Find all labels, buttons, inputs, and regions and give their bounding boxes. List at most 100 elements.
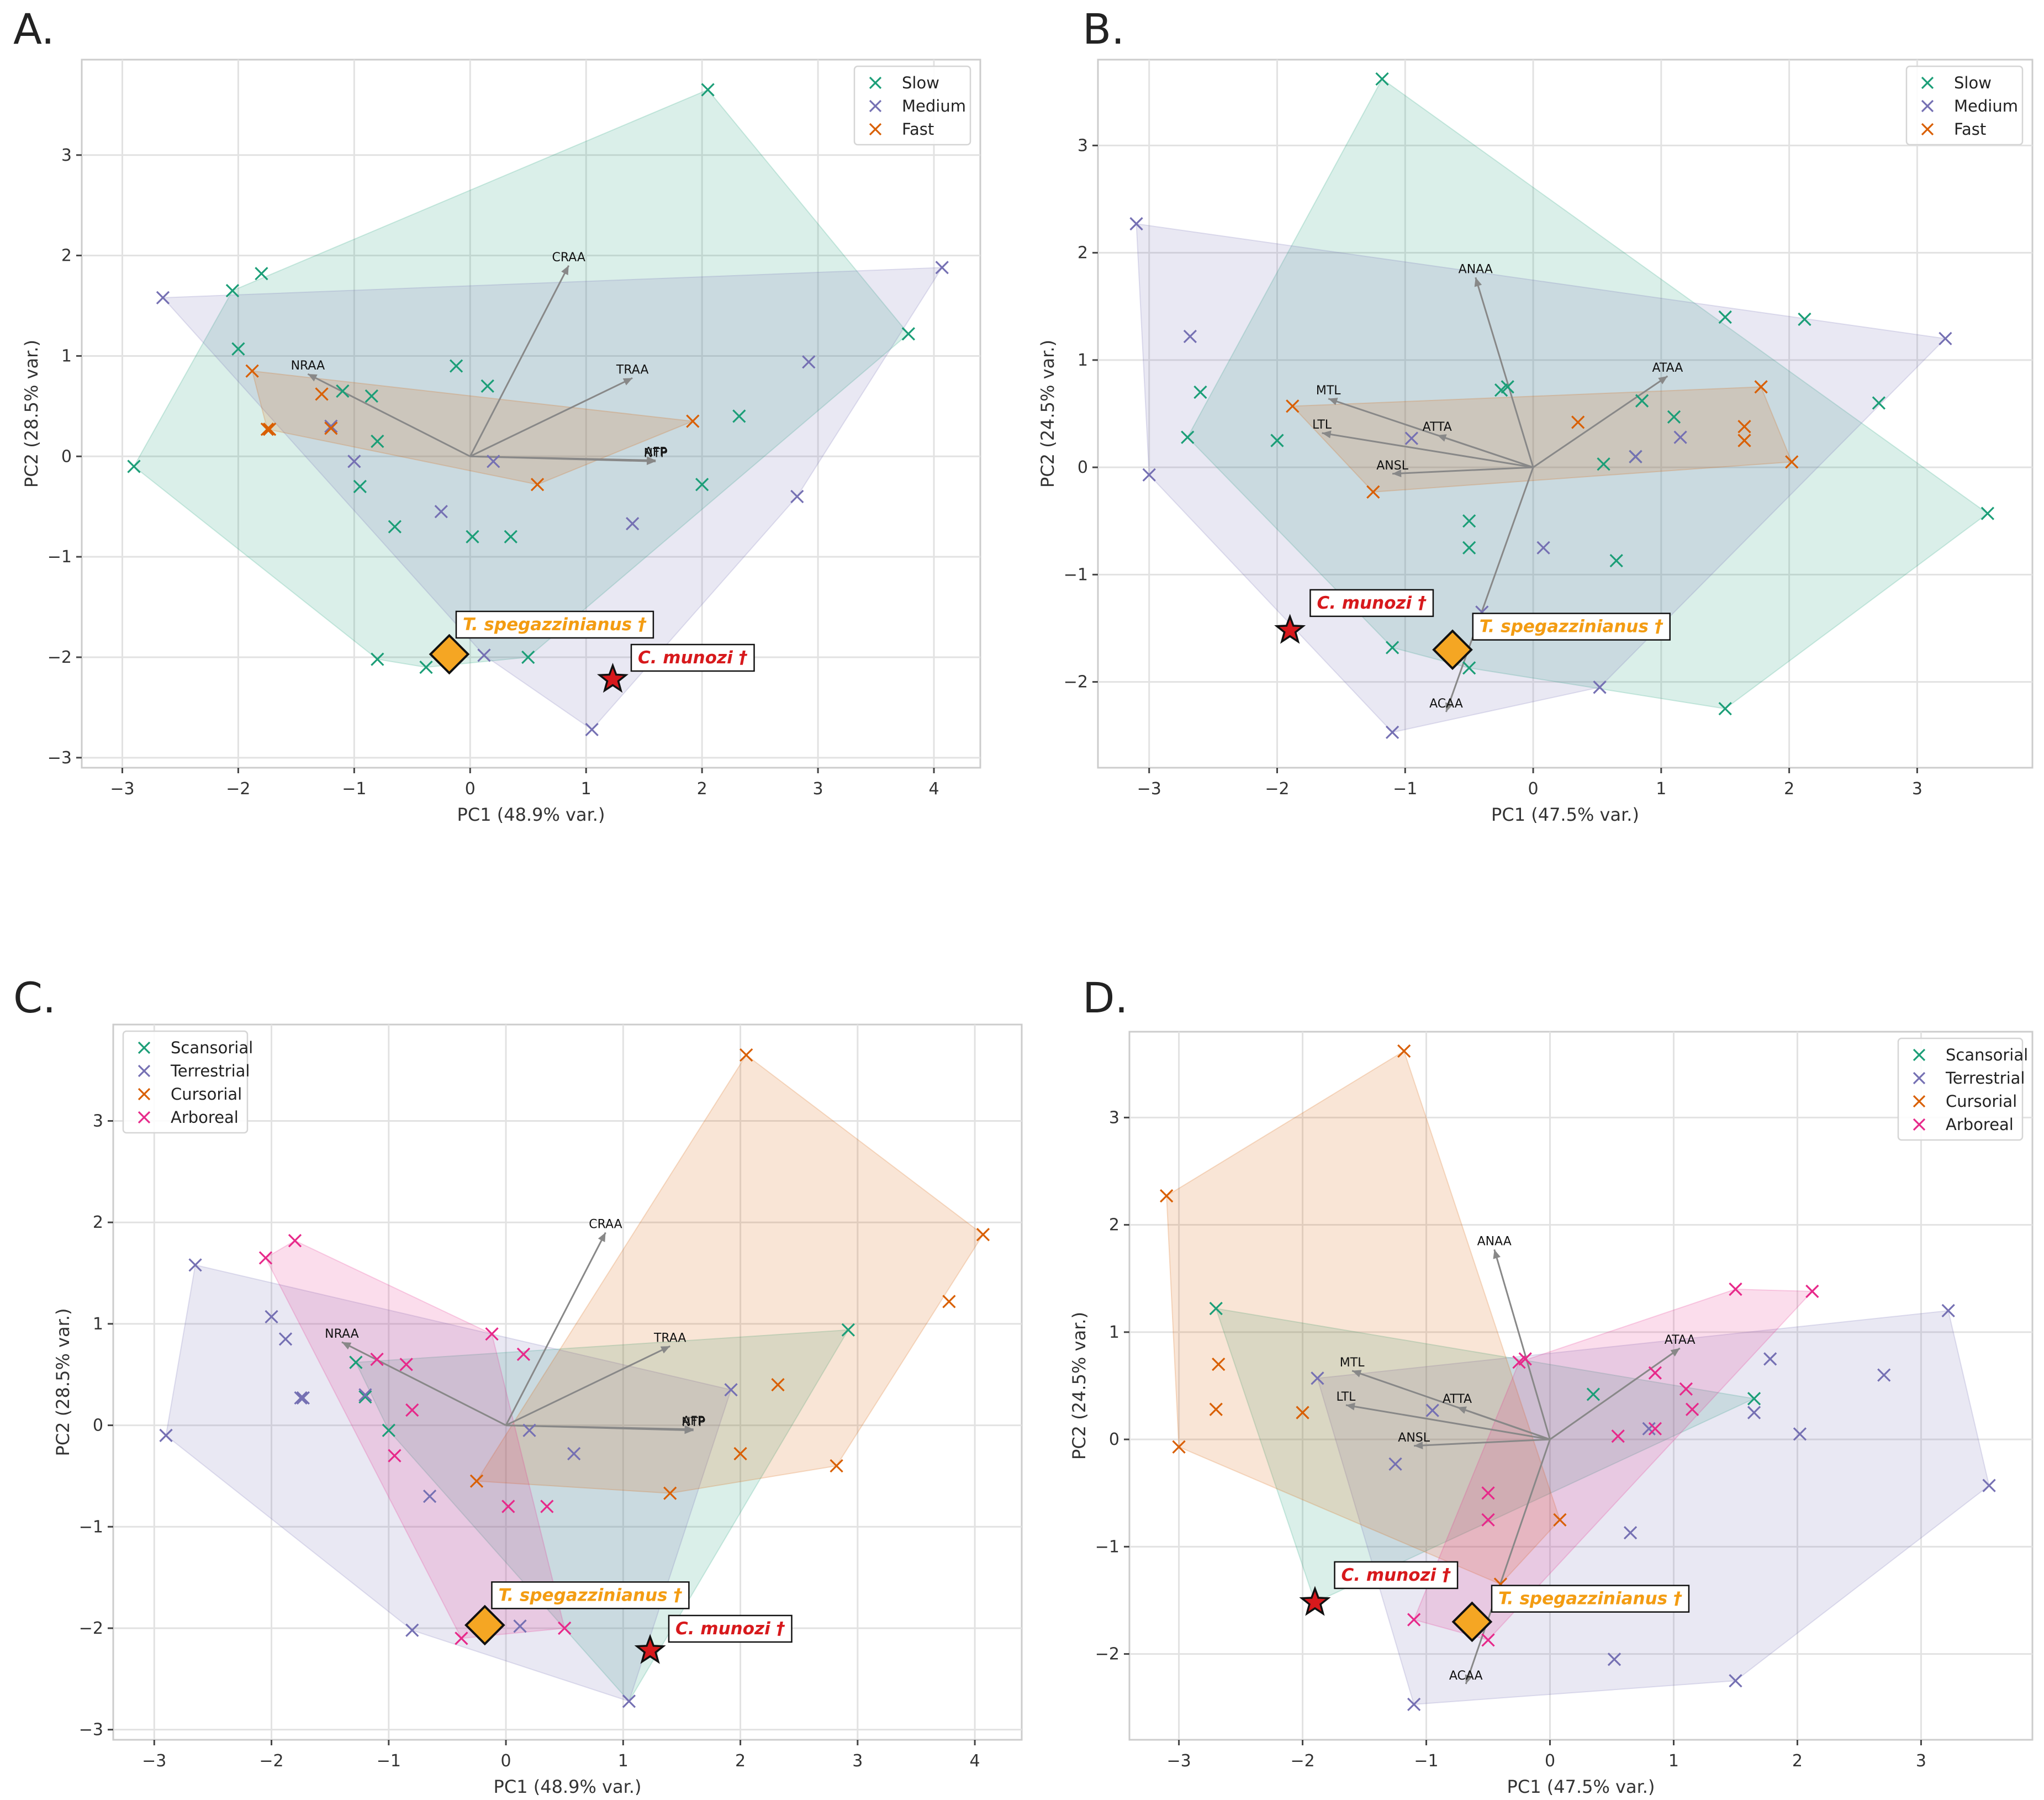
fossil-label-box [1472, 613, 1671, 641]
data-point-medium [1385, 725, 1399, 740]
data-point-arboreal [1407, 1613, 1421, 1627]
loading-arrow-ansl [1392, 466, 1534, 475]
loading-arrow-atta [1436, 434, 1534, 468]
legend-label-fast: Fast [1954, 120, 1986, 139]
data-point-medium [434, 505, 448, 519]
legend-label-terrestrial: Terrestrial [1945, 1069, 2025, 1088]
legend-label-cursorial: Cursorial [171, 1085, 242, 1104]
data-point-arboreal [558, 1621, 572, 1635]
loading-arrow-traa [469, 377, 633, 457]
data-point-slow [1385, 641, 1399, 654]
loading-arrow-atta [1457, 1406, 1550, 1440]
y-tick-label: 2 [1078, 244, 1088, 263]
data-point-slow [388, 520, 402, 534]
data-point-terrestrial [1982, 1479, 1996, 1492]
data-point-slow [521, 650, 535, 664]
data-point-arboreal [540, 1500, 554, 1513]
data-point-terrestrial [522, 1423, 536, 1437]
data-point-terrestrial [1623, 1525, 1638, 1540]
loading-arrow-ataa [1549, 1347, 1681, 1440]
data-point-fast [1366, 485, 1380, 499]
y-tick-label: 2 [1109, 1216, 1119, 1235]
x-tick-label: 0 [465, 779, 476, 799]
fossil-label-t-spegazzinianus: T. spegazzinianus † [498, 1585, 682, 1605]
loading-label-nraa: NRAA [291, 359, 325, 373]
data-point-terrestrial [1407, 1697, 1421, 1712]
hull-medium [161, 267, 943, 731]
loading-arrowhead [561, 265, 569, 276]
data-point-medium [935, 261, 949, 275]
data-point-slow [1270, 434, 1284, 447]
data-point-fast [686, 414, 700, 428]
data-point-cursorial [733, 1447, 747, 1461]
loading-arrow-afp [506, 1424, 694, 1431]
data-point-medium [347, 455, 361, 468]
data-point-arboreal [1729, 1282, 1742, 1296]
data-point-slow [1980, 506, 1995, 520]
legend-label-slow: Slow [1954, 73, 1992, 92]
data-point-cursorial [663, 1486, 677, 1500]
data-point-scansorial [1209, 1302, 1223, 1316]
data-point-arboreal [516, 1347, 531, 1361]
data-point-medium [1183, 330, 1197, 344]
legend-box [1897, 1037, 2024, 1141]
y-tick-label: 1 [1109, 1323, 1119, 1342]
loading-arrow-acaa [1465, 1439, 1551, 1685]
data-point-terrestrial [1941, 1303, 1955, 1318]
legend-marker-arboreal [1913, 1118, 1926, 1131]
data-point-arboreal [399, 1358, 413, 1371]
data-point-arboreal [455, 1632, 468, 1645]
fossil-label-t-spegazzinianus: T. spegazzinianus † [463, 615, 647, 635]
x-tick-label: −3 [1166, 1751, 1191, 1771]
x-tick-label: 2 [1784, 779, 1794, 799]
loading-arrowhead [1457, 1406, 1467, 1414]
data-point-terrestrial [358, 1388, 372, 1402]
x-tick-label: −2 [1265, 779, 1289, 799]
data-point-cursorial [1296, 1406, 1309, 1419]
fossil-label-t-spegazzinianus: T. spegazzinianus † [1480, 617, 1663, 637]
loading-arrow-anaa [1475, 277, 1534, 468]
panel-label-a: A. [13, 4, 55, 54]
legend: Slow Medium Fast [853, 65, 971, 146]
data-point-slow [1597, 457, 1610, 471]
plot-content: ANAA ATAA MTL LTL ATTA ANSL ACAA [1160, 1044, 1996, 1712]
fossil-label-c-munozi: C. munozi † [1317, 593, 1427, 613]
data-point-medium [802, 355, 816, 369]
y-tick-label: 2 [61, 246, 72, 266]
chart-panel-d: −3 −2 −1 0 1 2 3 −2 −1 0 1 2 3 PC1 (47.5% var.) PC2 (2… [1069, 1031, 2034, 1797]
data-point-slow [1462, 514, 1476, 528]
data-point-slow [1635, 394, 1649, 408]
loading-label-acaa: ACAA [1429, 697, 1463, 711]
loading-label-afp: AFP [682, 1414, 705, 1428]
loading-label-mtl: MTL [1316, 384, 1341, 398]
loading-arrow-acaa [1445, 467, 1534, 712]
data-point-medium [790, 489, 804, 504]
data-point-medium [1939, 331, 1952, 346]
x-tick-label: 1 [581, 779, 591, 799]
chart-panel-a: −3 −2 −1 0 1 2 3 4 −3 −2 −1 0 1 2 3 PC1 (48.9% var.) PC2… [21, 59, 981, 825]
loading-arrowhead [1437, 434, 1447, 442]
panel-label-c: C. [13, 973, 56, 1022]
x-tick-label: 1 [618, 1751, 628, 1771]
data-point-arboreal [1512, 1355, 1526, 1369]
fossil-label-box [1491, 1585, 1690, 1613]
x-axis-label: PC1 (48.9% var.) [494, 1776, 642, 1797]
loading-arrowhead [1414, 1442, 1423, 1450]
y-tick-label: 3 [1109, 1108, 1119, 1127]
data-point-slow [449, 359, 463, 373]
data-point-cursorial [740, 1048, 753, 1062]
x-tick-label: 1 [1656, 779, 1666, 799]
data-point-slow [225, 284, 240, 298]
data-point-arboreal [1648, 1422, 1662, 1435]
data-point-slow [1872, 396, 1885, 410]
data-point-medium [1129, 217, 1143, 231]
data-point-terrestrial [513, 1619, 527, 1633]
x-tick-label: −1 [342, 779, 366, 799]
data-point-terrestrial [1311, 1371, 1324, 1385]
data-point-slow [1718, 702, 1732, 716]
data-point-medium [487, 455, 500, 468]
loading-label-anaa: ANAA [1477, 1234, 1512, 1248]
legend-marker-cursorial [138, 1088, 151, 1101]
loading-arrow-afp [470, 455, 656, 462]
legend-marker-terrestrial [1913, 1071, 1926, 1085]
